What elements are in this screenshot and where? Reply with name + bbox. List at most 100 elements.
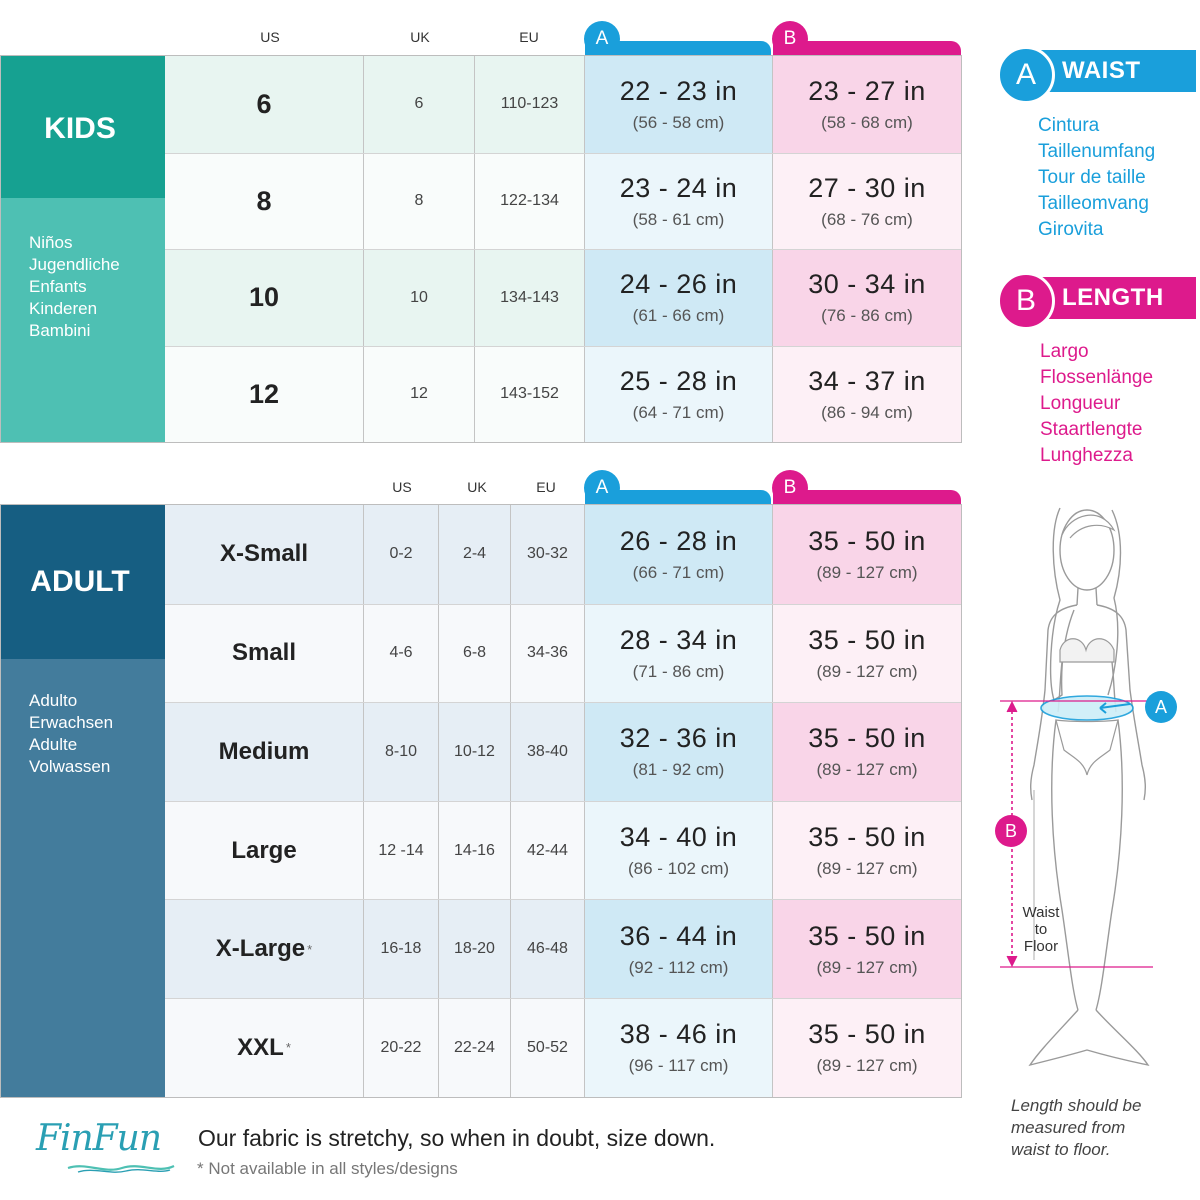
kids-size-cell: 8 — [165, 153, 364, 249]
adult-length-header-letter: B — [783, 477, 797, 498]
adult-uk-value: 10-12 — [454, 742, 495, 760]
waist-legend-letter: A — [1015, 58, 1036, 91]
length-translations: Largo Flossenlänge Longueur Staartlengte Lun… — [1040, 339, 1153, 469]
kids-translation-item: Bambini — [29, 321, 91, 340]
adult-waist-cell-inches: 34 - 40 in — [619, 822, 738, 853]
kids-translations: Niños Jugendliche Enfants Kinderen Bambini — [29, 232, 120, 342]
adult-us-cell: 12 -14 — [364, 801, 439, 900]
adult-eu-cell: 50-52 — [511, 999, 585, 1097]
adult-table-row: Small 4-6 6-8 34-36 28 - 34 in (71 - 86 cm) 35… — [165, 603, 961, 703]
kids-waist-header-circle — [584, 21, 620, 57]
adult-waist-cell: 32 - 36 in (81 - 92 cm) — [585, 703, 773, 801]
adult-waist-cell-cm: (92 - 112 cm) — [628, 957, 729, 977]
kids-length-cell: 27 - 30 in (68 - 76 cm) — [773, 153, 961, 249]
measurement-note-line: measured from — [1011, 1118, 1126, 1137]
adult-translation-item: Adulte — [29, 735, 78, 754]
adult-us-value: 4-6 — [389, 644, 413, 662]
kids-waist-cell-cm: (61 - 66 cm) — [632, 306, 725, 326]
length-legend-letter: B — [1015, 284, 1036, 317]
adult-length-cell: 35 - 50 in (89 - 127 cm) — [773, 604, 961, 703]
kids-length-cell-inches: 27 - 30 in — [808, 172, 926, 203]
kids-waist-cell: 22 - 23 in (56 - 58 cm) — [585, 56, 773, 153]
adult-waist-header-tab — [585, 490, 771, 506]
adult-waist-cell: 28 - 34 in (71 - 86 cm) — [585, 604, 773, 703]
adult-us-cell: 8-10 — [364, 703, 439, 801]
adult-uk-cell: 10-12 — [439, 703, 511, 801]
kids-uk-header: UK — [410, 29, 430, 45]
adult-eu-value: 30-32 — [527, 545, 568, 563]
length-legend-title: LENGTH — [1062, 284, 1164, 311]
waist-translation-item: Girovita — [1038, 219, 1104, 240]
kids-length-header-circle — [772, 21, 808, 57]
kids-waist-cell-inches: 24 - 26 in — [619, 269, 738, 300]
adult-table-frame — [0, 504, 962, 1098]
adult-size-value: X-Large — [215, 935, 306, 963]
figure-marker-a: A — [1145, 691, 1177, 723]
adult-us-cell: 16-18 — [364, 900, 439, 998]
footer-tagline: Our fabric is stretchy, so when in doubt… — [198, 1125, 716, 1151]
adult-translation-item: Erwachsen — [29, 713, 114, 732]
adult-waist-cell: 34 - 40 in (86 - 102 cm) — [585, 801, 773, 900]
kids-eu-cell: 143-152 — [475, 346, 585, 442]
kids-length-cell: 23 - 27 in (58 - 68 cm) — [773, 56, 961, 153]
adult-length-cell-cm: (89 - 127 cm) — [816, 859, 918, 879]
length-translation-item: Largo — [1040, 341, 1089, 362]
adult-waist-cell-inches: 36 - 44 in — [619, 920, 738, 951]
adult-length-cell: 35 - 50 in (89 - 127 cm) — [773, 900, 961, 998]
kids-translation-item: Jugendliche — [29, 255, 120, 274]
waist-translation-item: Tour de taille — [1038, 167, 1146, 188]
mermaid-figure-illustration — [1000, 507, 1160, 1067]
kids-size-value: 8 — [256, 185, 272, 216]
kids-length-cell-inches: 34 - 37 in — [808, 365, 926, 396]
kids-table-row: 8 8 122-134 23 - 24 in (58 - 61 cm) 27 - 30 i… — [165, 152, 961, 249]
kids-eu-value: 143-152 — [500, 385, 559, 403]
kids-size-value: 12 — [248, 378, 280, 409]
finfun-logo-text: FinFun — [36, 1118, 162, 1159]
adult-us-value: 0-2 — [389, 545, 413, 563]
length-translation-item: Longueur — [1040, 393, 1121, 414]
adult-uk-value: 6-8 — [462, 644, 487, 662]
kids-uk-value: 12 — [410, 385, 428, 403]
adult-uk-cell: 22-24 — [439, 999, 511, 1097]
adult-length-cell: 35 - 50 in (89 - 127 cm) — [773, 505, 961, 604]
adult-size-cell: Small — [165, 604, 364, 703]
waist-legend-title: WAIST — [1062, 57, 1141, 84]
adult-eu-cell: 34-36 — [511, 604, 585, 703]
length-legend-circle: B — [997, 272, 1055, 330]
adult-table-row: X-Large * 16-18 18-20 46-48 36 - 44 in (92 - 1… — [165, 899, 961, 998]
kids-category-panel-top — [1, 56, 165, 198]
adult-translation-item: Volwassen — [29, 757, 111, 776]
kids-translation-item: Kinderen — [29, 299, 98, 318]
adult-length-cell: 35 - 50 in (89 - 127 cm) — [773, 999, 961, 1097]
kids-waist-cell: 24 - 26 in (61 - 66 cm) — [585, 250, 773, 346]
adult-category-panel-top — [1, 505, 165, 659]
adult-length-cell-cm: (89 - 127 cm) — [816, 1056, 918, 1076]
kids-length-cell: 30 - 34 in (76 - 86 cm) — [773, 250, 961, 346]
adult-waist-cell-inches: 28 - 34 in — [619, 624, 738, 655]
adult-size-cell: X-Large * — [165, 900, 364, 998]
adult-length-cell-inches: 35 - 50 in — [808, 822, 926, 853]
kids-uk-value: 10 — [410, 288, 428, 306]
adult-us-cell: 0-2 — [364, 505, 439, 604]
adult-length-cell-cm: (89 - 127 cm) — [816, 661, 918, 681]
figure-marker-a-letter: A — [1154, 696, 1167, 717]
adult-waist-cell-cm: (71 - 86 cm) — [632, 661, 725, 681]
adult-eu-cell: 30-32 — [511, 505, 585, 604]
adult-size-cell: X-Small — [165, 505, 364, 604]
adult-waist-cell-cm: (86 - 102 cm) — [627, 859, 730, 879]
kids-waist-cell-cm: (58 - 61 cm) — [632, 209, 725, 229]
adult-size-cell: Medium — [165, 703, 364, 801]
adult-size-cell: XXL * — [165, 999, 364, 1097]
kids-uk-cell: 8 — [364, 153, 475, 249]
kids-eu-value: 122-134 — [500, 192, 559, 210]
adult-size-value: Medium — [218, 737, 310, 765]
adult-length-header-circle — [772, 470, 808, 506]
adult-uk-cell: 18-20 — [439, 900, 511, 998]
kids-length-cell-cm: (76 - 86 cm) — [821, 306, 913, 326]
adult-table-row: Medium 8-10 10-12 38-40 32 - 36 in (81 - 92 c… — [165, 702, 961, 801]
adult-uk-value: 18-20 — [454, 940, 495, 958]
adult-us-value: 20-22 — [380, 1038, 422, 1056]
kids-size-value: 10 — [248, 282, 280, 313]
adult-uk-cell: 14-16 — [439, 801, 511, 900]
kids-size-value: 6 — [256, 88, 272, 119]
